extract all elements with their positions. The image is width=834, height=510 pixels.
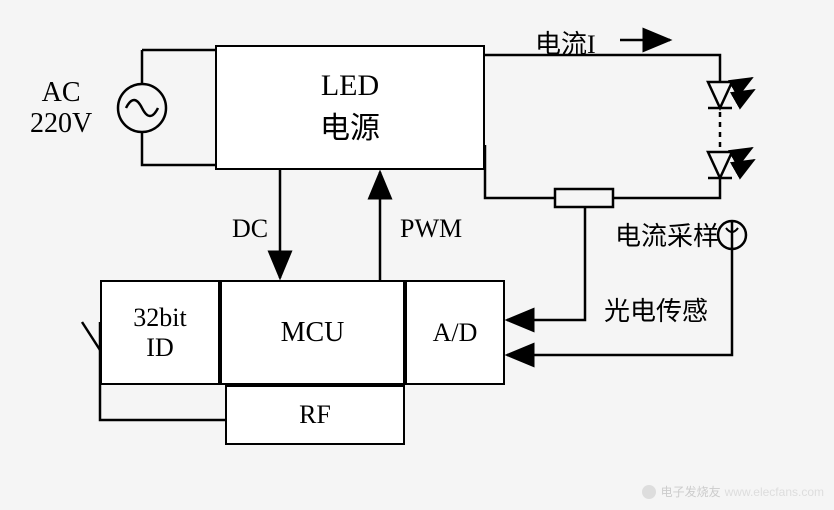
id-label-2: ID — [146, 333, 173, 363]
current-sample-label: 电流采样 — [615, 216, 719, 253]
led-power-block: LED 电源 — [215, 45, 485, 170]
photo-sensor-icon — [718, 221, 746, 249]
led-power-label-1: LED — [321, 69, 379, 103]
watermark-url: www.elecfans.com — [725, 485, 824, 499]
led-icon — [708, 78, 754, 108]
ac-label: AC 220V — [30, 78, 92, 140]
watermark: 电子发烧友 www.elecfans.com — [641, 483, 824, 500]
led-icon — [708, 148, 754, 178]
watermark-text: 电子发烧友 — [661, 483, 721, 500]
rf-label: RF — [299, 400, 331, 430]
id-block: 32bit ID — [100, 280, 220, 385]
resistor-icon — [555, 189, 613, 207]
ad-label: A/D — [433, 318, 478, 348]
rf-block: RF — [225, 385, 405, 445]
mcu-block: MCU — [220, 280, 405, 385]
ad-block: A/D — [405, 280, 505, 385]
mcu-label: MCU — [281, 317, 345, 349]
ac-source-icon — [118, 84, 166, 132]
led-power-label-2: 电源 — [320, 103, 380, 147]
ac-label-2: 220V — [30, 109, 92, 140]
current-i-label: 电流I — [535, 24, 596, 61]
photo-sensor-label: 光电传感 — [604, 291, 708, 328]
dc-label: DC — [232, 214, 268, 244]
id-label-1: 32bit — [133, 303, 186, 333]
ac-label-1: AC — [30, 78, 92, 109]
pwm-label: PWM — [400, 214, 462, 244]
